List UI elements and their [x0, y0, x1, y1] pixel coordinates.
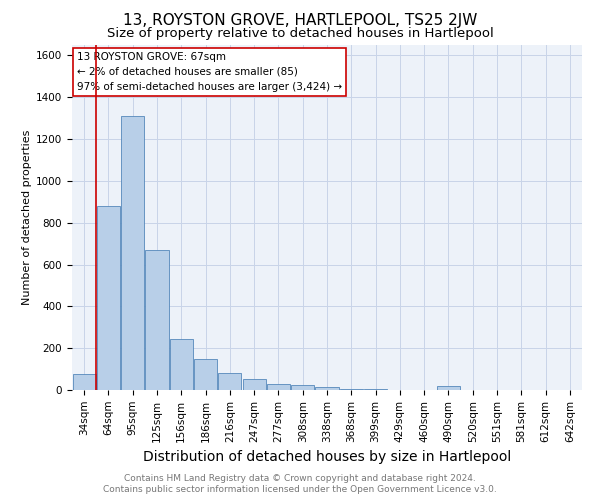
X-axis label: Distribution of detached houses by size in Hartlepool: Distribution of detached houses by size …: [143, 450, 511, 464]
Bar: [73, 374, 95, 390]
Bar: [242, 378, 266, 390]
Y-axis label: Number of detached properties: Number of detached properties: [22, 130, 32, 305]
Bar: [194, 359, 217, 390]
Bar: [218, 374, 241, 390]
Text: Contains HM Land Registry data © Crown copyright and database right 2024.
Contai: Contains HM Land Registry data © Crown c…: [103, 474, 497, 494]
Bar: [340, 389, 363, 390]
Bar: [267, 384, 290, 390]
Bar: [97, 206, 120, 390]
Bar: [316, 388, 338, 390]
Text: Size of property relative to detached houses in Hartlepool: Size of property relative to detached ho…: [107, 28, 493, 40]
Bar: [170, 339, 193, 390]
Bar: [121, 116, 144, 390]
Bar: [364, 389, 387, 390]
Bar: [437, 386, 460, 390]
Text: 13, ROYSTON GROVE, HARTLEPOOL, TS25 2JW: 13, ROYSTON GROVE, HARTLEPOOL, TS25 2JW: [123, 12, 477, 28]
Bar: [291, 385, 314, 390]
Text: 13 ROYSTON GROVE: 67sqm
← 2% of detached houses are smaller (85)
97% of semi-det: 13 ROYSTON GROVE: 67sqm ← 2% of detached…: [77, 52, 342, 92]
Bar: [145, 250, 169, 390]
